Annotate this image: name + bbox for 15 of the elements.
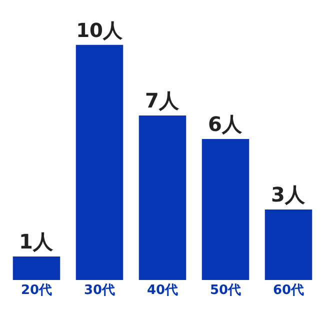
bar (264, 209, 312, 280)
x-tick-label: 30代 (84, 283, 116, 298)
x-tick-label: 60代 (272, 283, 304, 298)
x-tick-label: 40代 (146, 283, 178, 298)
bar (138, 115, 186, 280)
data-label: 10人 (76, 19, 123, 42)
data-label: 6人 (208, 112, 243, 136)
x-tick-label: 20代 (20, 283, 52, 298)
bar (12, 256, 60, 280)
data-label: 7人 (145, 88, 180, 112)
bar (76, 44, 124, 280)
data-label: 1人 (19, 229, 54, 254)
bar (202, 138, 250, 280)
data-label: 3人 (271, 182, 306, 206)
x-tick-label: 50代 (210, 283, 242, 298)
